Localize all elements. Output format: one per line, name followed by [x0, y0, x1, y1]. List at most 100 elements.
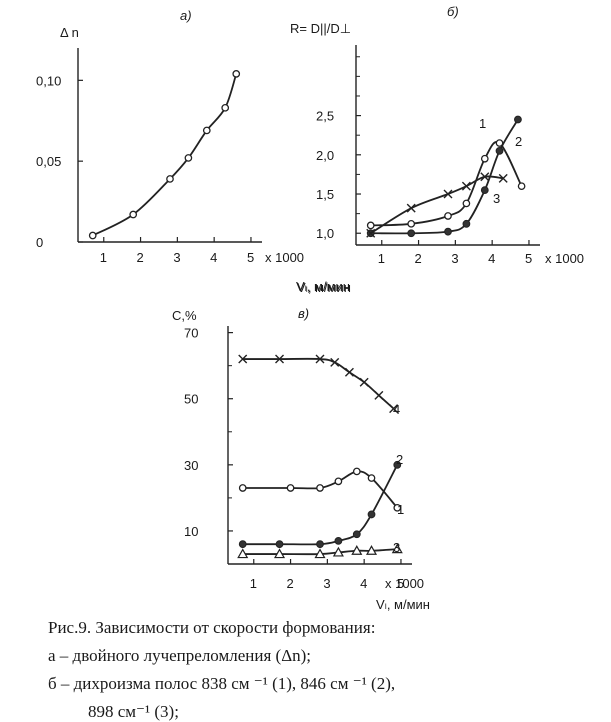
panel-b-y-tick-label: 1,5	[316, 187, 334, 202]
panel-b-x-tick-label: 2	[415, 251, 422, 266]
panel-a-x-tick-label: 2	[137, 250, 144, 265]
panel-c-point-circle-open	[334, 477, 343, 486]
caption-line-4: 898 см⁻¹ (3);	[88, 702, 179, 721]
panel-c-point-circle-open	[238, 484, 247, 492]
panel-c-x-tick-label: 4	[360, 576, 367, 591]
panel-b-ylabel: R= D||/D⊥	[290, 21, 351, 36]
panel-b-y-tick-label: 2,5	[316, 109, 334, 124]
panel-b-point-cross	[498, 173, 508, 183]
panel-a-series-line	[92, 73, 238, 237]
panel-c-point-triangle	[273, 548, 286, 559]
panel-b-point-circle-open	[517, 182, 526, 191]
panel-c-x-tick-label: 2	[287, 576, 294, 591]
panel-a-x-axis-label: Vₗ, м/мин	[297, 280, 351, 295]
panel-c-point-cross	[389, 404, 399, 414]
panel-b-point-cross	[461, 181, 471, 191]
panel-c-label: в)	[298, 306, 309, 321]
panel-b-series-label: 2	[515, 134, 522, 149]
panel-c-x-scale-note: x 1000	[385, 576, 424, 591]
panel-a-point-circle-open	[129, 210, 138, 219]
panel-c-point-circle-filled	[352, 530, 361, 539]
panel-c-y-tick-label: 30	[184, 458, 198, 473]
panel-c-point-triangle	[351, 545, 363, 555]
panel-b-point-circle-open	[444, 212, 452, 220]
panel-c-series-label: 4	[393, 402, 400, 417]
panel-c-point-circle-open	[352, 467, 361, 476]
panel-c-point-circle-filled	[367, 510, 376, 519]
panel-a-x-tick-label: 1	[100, 250, 107, 265]
panel-c-point-triangle	[237, 548, 249, 559]
panel-b-point-circle-filled	[462, 219, 471, 228]
panel-a-ylabel: Δ n	[60, 25, 79, 40]
panel-c-point-triangle	[365, 545, 378, 555]
panel-c-point-triangle	[391, 543, 403, 554]
panel-b-point-circle-filled	[407, 229, 416, 238]
panel-c-point-circle-filled	[334, 536, 343, 545]
panel-c-series-label: 1	[397, 502, 404, 517]
panel-c-series-line	[242, 357, 395, 410]
caption-line-2: а – двойного лучепреломления (Δn);	[48, 646, 312, 665]
panel-c-point-cross	[275, 354, 285, 364]
panel-c-x-axis-label: Vₗ, м/мин	[376, 597, 430, 612]
panel-b-x-tick-label: 1	[378, 251, 385, 266]
panel-b-y-tick-label: 1,0	[316, 226, 334, 241]
panel-b-point-cross	[406, 203, 416, 213]
panel-a-x-tick-label: 3	[173, 250, 180, 265]
panel-c-x-tick-label: 3	[323, 576, 330, 591]
panel-c-point-triangle	[332, 546, 344, 557]
panel-b: б) R= D||/D⊥ 1,0 1,5 2,0 2,5 1 2 3 4 5 x 1000 Vₗ, …	[290, 4, 584, 294]
panel-c-point-circle-open	[316, 484, 324, 492]
panel-a-point-circle-open	[166, 175, 174, 183]
panel-b-label: б)	[447, 4, 459, 19]
panel-c-point-cross	[330, 357, 340, 367]
panel-a-y-tick-label: 0,10	[36, 73, 61, 88]
panel-c-point-circle-open	[367, 474, 376, 482]
panel-a-y-tick-label: 0	[36, 235, 43, 250]
panel-c-point-circle-open	[393, 503, 402, 512]
panel-c-point-circle-filled	[393, 460, 402, 469]
panel-c: в) С,% 10 30 50 70 1 2 3 4 5x 1000 Vₗ, м/мин 4 1 2 3	[172, 306, 430, 612]
panel-a-point-circle-open	[88, 231, 97, 240]
panel-c-point-cross	[374, 390, 384, 400]
panel-a-x-scale-note: x 1000	[265, 250, 304, 265]
panel-b-series-label: 3	[493, 191, 500, 206]
panel-b-point-circle-filled	[444, 227, 452, 236]
panel-b-series-line	[370, 175, 504, 234]
panel-c-point-circle-filled	[238, 540, 247, 549]
panel-b-point-circle-open	[462, 199, 471, 208]
panel-b-x-tick-label: 4	[488, 251, 495, 266]
panel-c-point-circle-open	[286, 484, 295, 492]
panel-a: а) Δ n 0 0,05 0,10 1 2 3 4 5 x 1000 Vₗ, м/мин	[36, 8, 351, 295]
panel-b-y-tick-label: 2,0	[316, 148, 334, 163]
panel-c-point-cross	[238, 354, 248, 364]
panel-c-point-cross	[359, 377, 369, 387]
panel-b-x-axis-label: Vₗ, м/мин	[296, 279, 350, 294]
panel-c-point-triangle	[314, 548, 326, 559]
panel-c-y-tick-label: 70	[184, 326, 198, 341]
panel-b-x-scale-note: x 1000	[545, 251, 584, 266]
panel-c-point-circle-filled	[316, 540, 324, 549]
panel-c-series-label: 2	[396, 452, 403, 467]
panel-a-label: а)	[180, 8, 192, 23]
panel-b-point-circle-open	[407, 219, 416, 228]
panel-b-point-circle-filled	[480, 186, 489, 194]
caption-line-1: Рис.9. Зависимости от скорости формовани…	[48, 618, 376, 637]
panel-b-point-circle-filled	[495, 146, 504, 155]
panel-c-point-cross	[344, 367, 354, 377]
panel-b-point-cross	[480, 172, 490, 182]
panel-a-y-tick-label: 0,05	[36, 154, 61, 169]
panel-c-ylabel: С,%	[172, 308, 197, 323]
panel-b-point-cross	[366, 228, 376, 238]
panel-b-series-label: 1	[479, 116, 486, 131]
panel-c-y-tick-label: 50	[184, 392, 198, 407]
panel-b-point-cross	[443, 189, 453, 199]
panel-c-x-tick-label: 5	[397, 576, 404, 591]
panel-b-point-circle-open	[366, 221, 375, 230]
panel-b-point-circle-open	[480, 154, 489, 163]
panel-b-x-tick-label: 5	[525, 251, 532, 266]
panel-a-point-circle-open	[202, 126, 211, 135]
panel-a-point-circle-open	[184, 154, 193, 162]
panel-c-point-cross	[315, 354, 325, 364]
panel-a-point-circle-open	[232, 70, 241, 78]
